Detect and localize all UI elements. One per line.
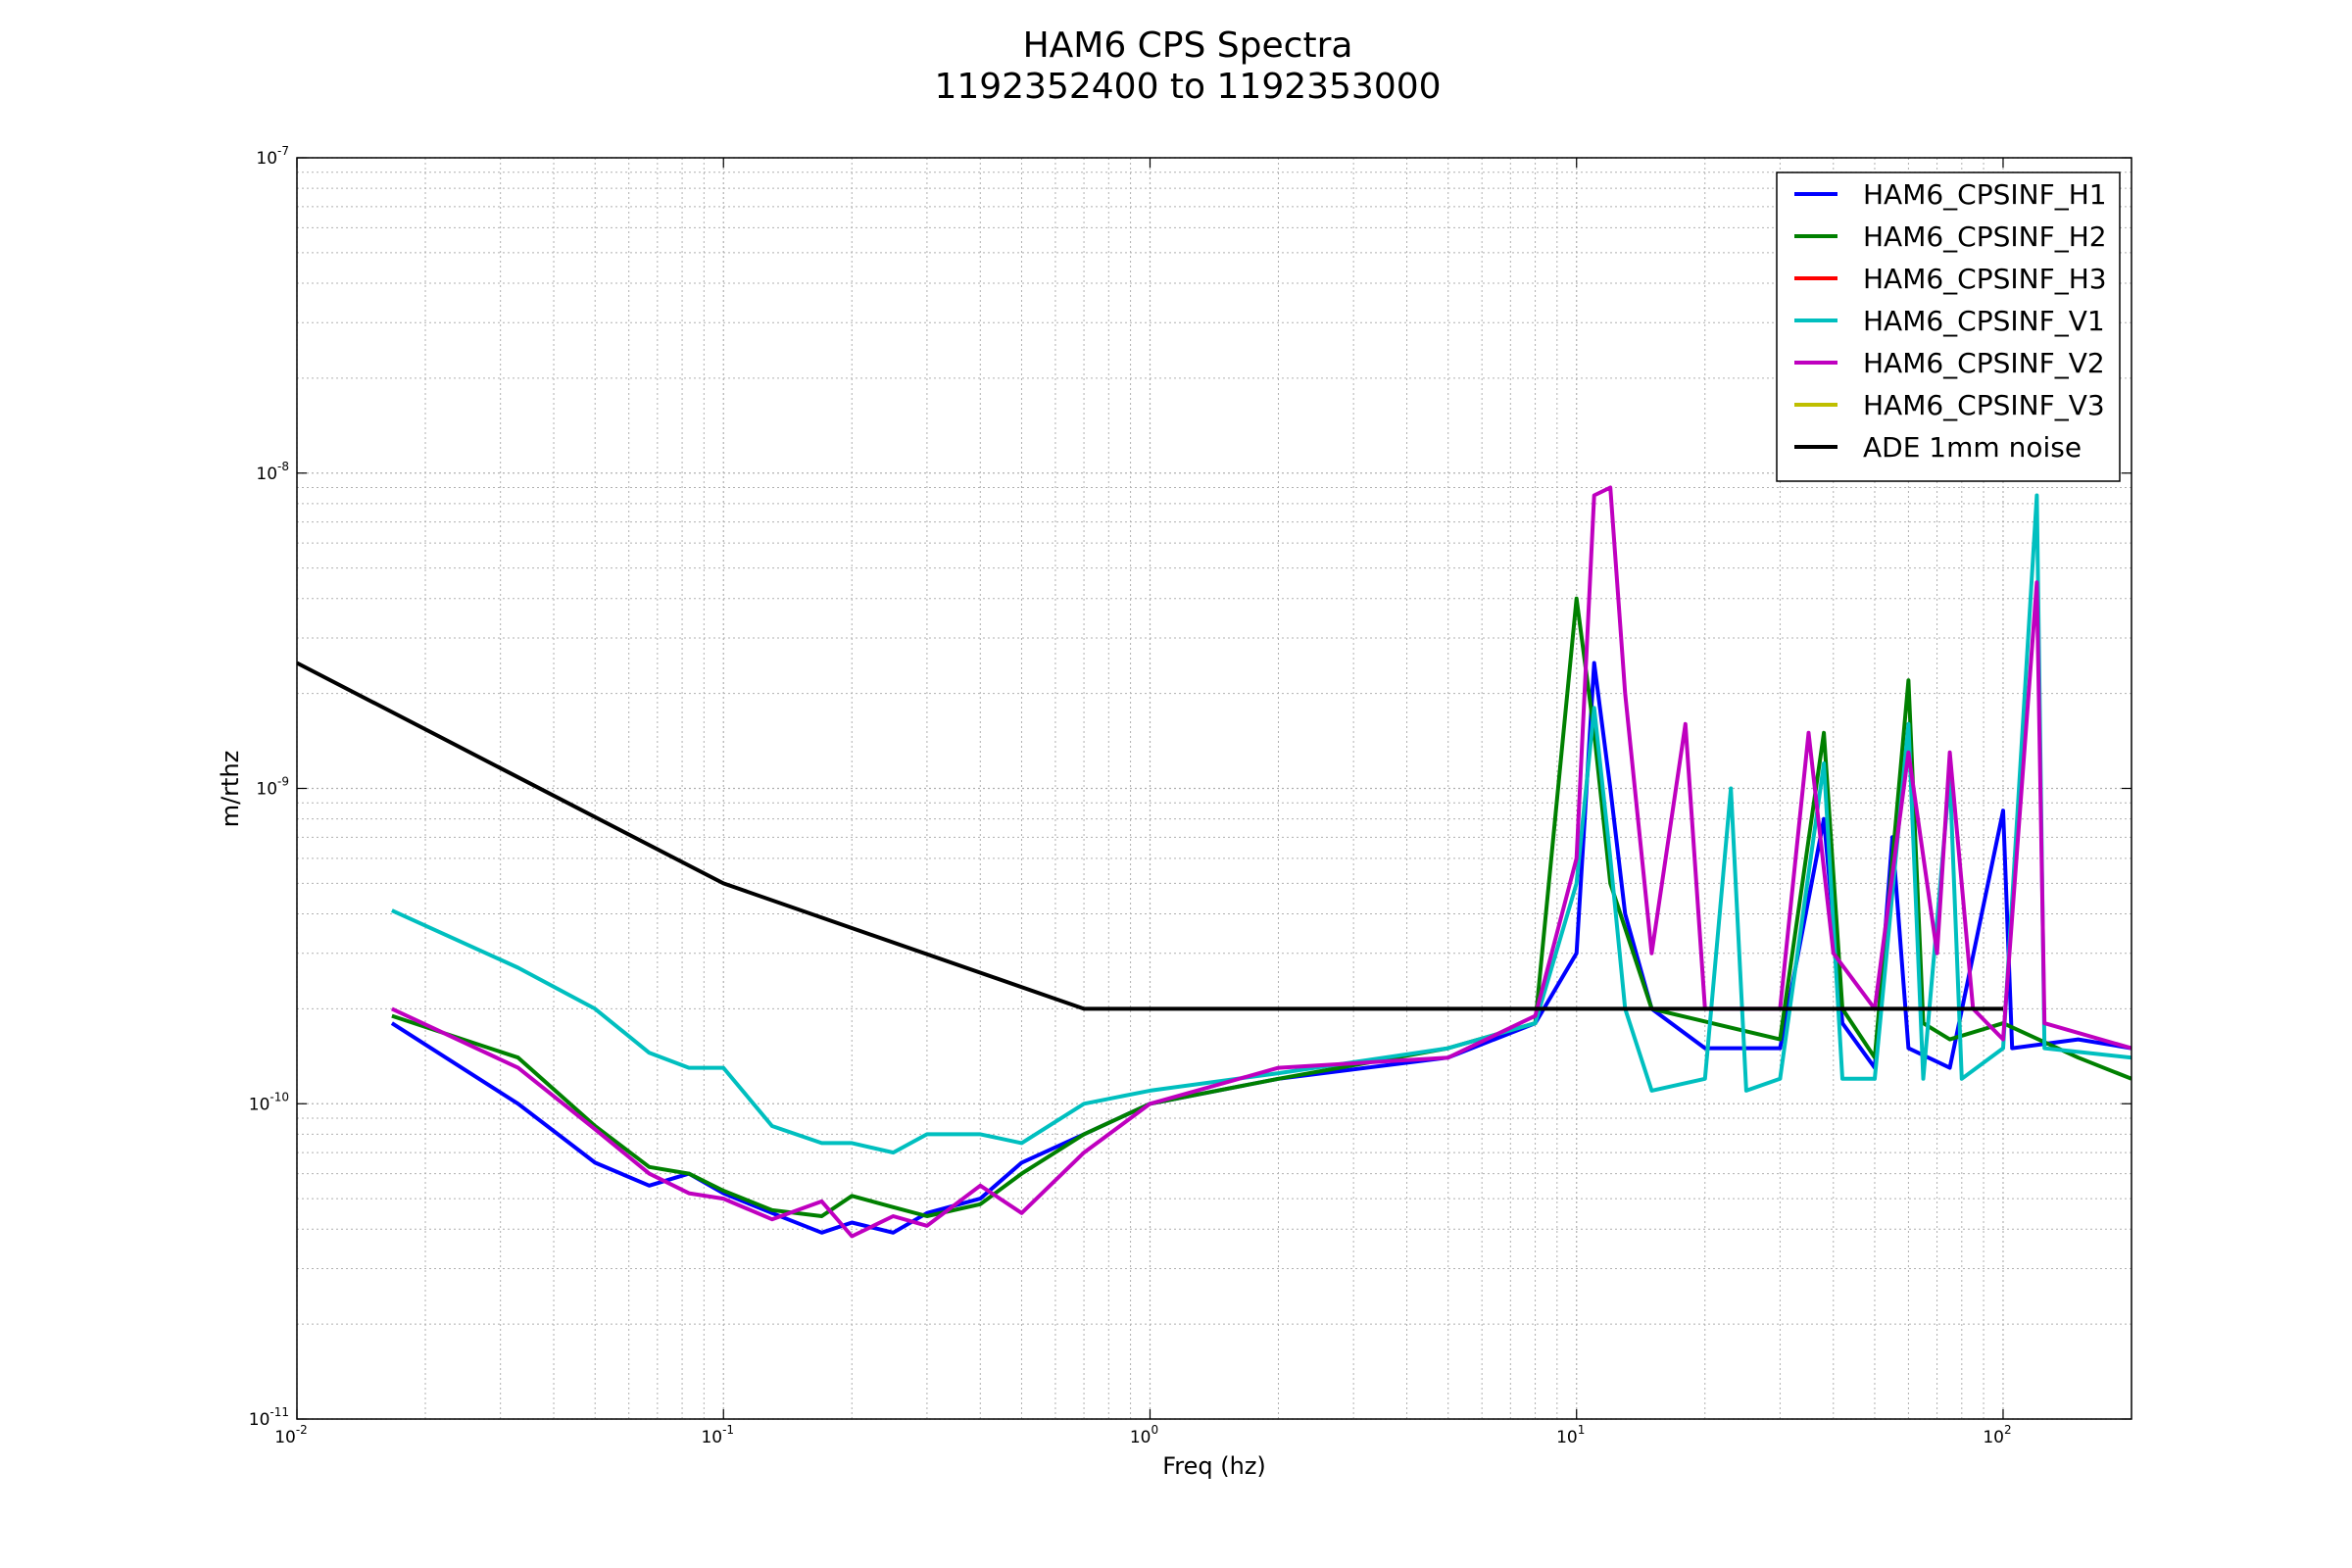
series-line: [391, 485, 2132, 1239]
series-line: [391, 493, 2132, 1155]
y-tick-label: 10-9: [256, 775, 289, 800]
x-tick-label: 10-2: [274, 1423, 308, 1447]
x-axis-ticks: 10-2 10-1 100 101 102: [274, 158, 2012, 1447]
y-axis-ticks: 10-11 10-10 10-9 10-8 10-7: [249, 144, 2132, 1430]
legend-label: HAM6_CPSINF_H3: [1863, 263, 2107, 295]
y-tick-label: 10-7: [256, 144, 289, 169]
y-axis-label: m/rthz: [217, 751, 244, 828]
legend-label: HAM6_CPSINF_H1: [1863, 178, 2107, 211]
chart-subtitle: 1192352400 to 1192353000: [934, 67, 1441, 107]
series-layer: [297, 485, 2132, 1239]
y-tick-label: 10-10: [249, 1090, 289, 1114]
chart-title: HAM6 CPS Spectra: [1023, 25, 1353, 66]
x-axis-label: Freq (hz): [1162, 1452, 1266, 1480]
legend-label: HAM6_CPSINF_V3: [1863, 389, 2105, 421]
y-tick-label: 10-11: [249, 1405, 289, 1430]
legend-box: [1776, 172, 2121, 482]
x-tick-label: 10-1: [701, 1423, 734, 1447]
legend-label: HAM6_CPSINF_V2: [1863, 347, 2105, 379]
x-tick-label: 100: [1130, 1423, 1158, 1447]
x-tick-label: 101: [1556, 1423, 1585, 1447]
series-line: [297, 661, 2003, 1011]
x-tick-label: 102: [1983, 1423, 2011, 1447]
legend-label: ADE 1mm noise: [1863, 431, 2082, 464]
series-line: [390, 661, 2132, 1235]
series-line: [391, 596, 2132, 1218]
legend: HAM6_CPSINF_H1 HAM6_CPSINF_H2 HAM6_CPSINF_…: [1776, 172, 2121, 482]
legend-label: HAM6_CPSINF_H2: [1863, 220, 2107, 253]
legend-label: HAM6_CPSINF_V1: [1863, 305, 2105, 337]
y-tick-label: 10-8: [256, 460, 289, 484]
